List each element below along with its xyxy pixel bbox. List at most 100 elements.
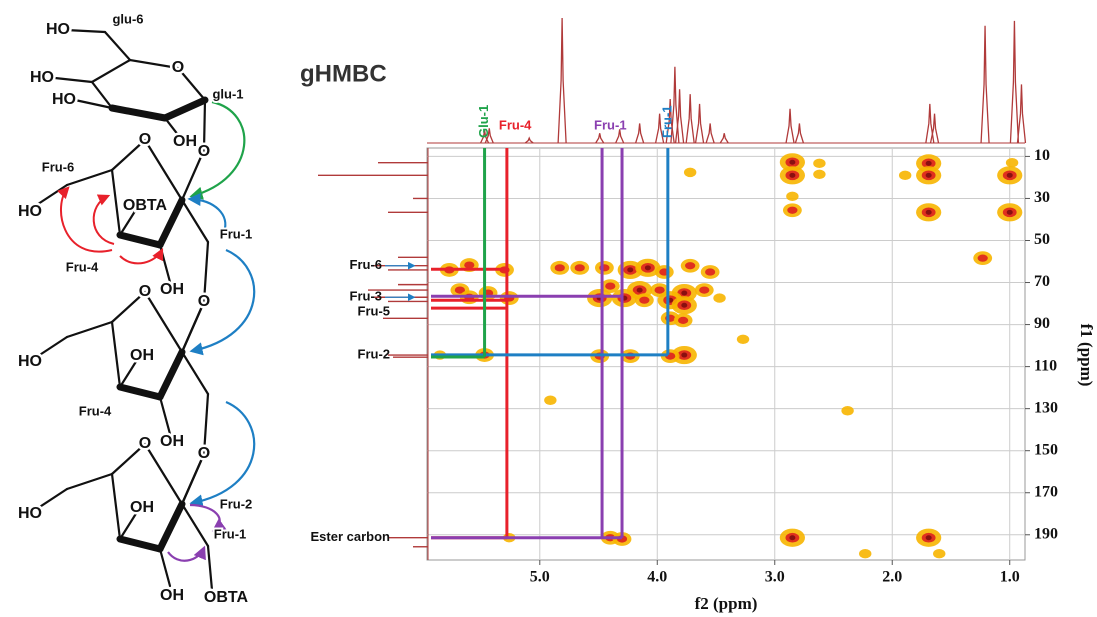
cross-peak-core: [925, 535, 932, 541]
f1-label: Fru-6: [350, 257, 383, 272]
y-tick-label: 170: [1034, 483, 1058, 500]
arc: [92, 194, 115, 245]
projection-peak: [484, 128, 494, 144]
atom: O: [198, 143, 210, 160]
bond: [53, 76, 94, 84]
cross-peak: [898, 170, 912, 181]
bond: [202, 98, 207, 152]
projection-peak: [719, 133, 729, 144]
cross-peak-core: [464, 261, 475, 269]
atom: OH: [130, 499, 154, 516]
cross-peak-core: [789, 535, 796, 541]
y-tick-label: 10: [1034, 147, 1050, 164]
projection-peak: [1009, 20, 1020, 144]
arc: [187, 192, 227, 233]
cross-peak-core: [925, 160, 932, 166]
y-axis-label: f1 (ppm): [1077, 324, 1096, 387]
atom: O: [198, 293, 210, 310]
cross-peak-core: [681, 290, 688, 296]
cross-peak-core: [605, 282, 616, 290]
cross-peak: [813, 158, 826, 169]
cross-peak-core: [1006, 209, 1013, 215]
cross-peak-core: [699, 286, 710, 294]
arc: [57, 186, 113, 253]
bond: [163, 116, 184, 142]
atom: OH: [130, 347, 154, 364]
atom-label: Fru-4: [66, 259, 99, 274]
correlation-label: Glu-1: [476, 105, 491, 138]
atom: OBTA: [204, 589, 249, 606]
cross-peak: [813, 169, 826, 179]
arc: [167, 545, 206, 562]
cross-peak-core: [1006, 172, 1013, 178]
cross-peak: [786, 191, 799, 202]
cross-peak-core: [681, 352, 688, 358]
projection-peak: [674, 89, 685, 144]
f1-label: Ester carbon: [311, 529, 391, 544]
f1-label: Fru-3: [350, 289, 383, 304]
x-tick-label: 4.0: [647, 569, 667, 586]
projection-peak: [1016, 84, 1027, 144]
atom: O: [139, 435, 151, 452]
bond: [90, 58, 207, 102]
bond: [73, 98, 114, 110]
bond: [202, 240, 210, 304]
bond: [161, 96, 209, 122]
y-tick-label: 70: [1034, 273, 1050, 290]
cross-peak: [713, 293, 726, 303]
cross-peak-core: [681, 302, 688, 308]
cross-peak-core: [787, 206, 798, 214]
projection-peak: [615, 129, 625, 144]
structure: HO glu-6 HO HO O glu-1 OH O Fru-6 O OBTA…: [16, 9, 256, 609]
cross-peak-core: [678, 316, 689, 324]
y-tick-label: 110: [1034, 357, 1057, 374]
cross-peak-core: [789, 159, 796, 165]
cross-peak-core: [925, 209, 932, 215]
cross-peak-core: [789, 172, 796, 178]
cross-peak-core: [654, 286, 665, 294]
f1-label: Fru-2: [358, 346, 391, 361]
cross-peak-core: [685, 262, 696, 270]
atom: O: [172, 59, 184, 76]
cross-peak: [859, 548, 872, 559]
projection-peak: [524, 136, 534, 144]
y-tick-label: 190: [1034, 525, 1058, 542]
projection-peak: [705, 123, 715, 144]
ring: [32, 292, 208, 434]
projection-peak: [670, 66, 680, 144]
cross-peak: [1005, 158, 1019, 168]
cross-peak-core: [925, 172, 932, 178]
cross-peak: [933, 548, 946, 559]
x-tick-label: 5.0: [530, 569, 550, 586]
atom: HO: [18, 353, 42, 370]
cross-peak-core: [977, 254, 988, 262]
atom-label: Fru-6: [42, 159, 75, 174]
x-tick-label: 2.0: [882, 569, 902, 586]
atom: HO: [30, 69, 54, 86]
arc: [189, 100, 246, 200]
atom: O: [139, 131, 151, 148]
plot-area: [426, 147, 1026, 561]
ring: [32, 444, 208, 586]
x-axis-label: f2 (ppm): [695, 594, 758, 613]
atom: O: [198, 445, 210, 462]
projection-peak: [595, 133, 605, 144]
atom: HO: [18, 203, 42, 220]
cross-peak-core: [644, 265, 651, 271]
y-tick-label: 150: [1034, 441, 1058, 458]
atom-label: Fru-1: [220, 226, 253, 241]
arc: [189, 400, 256, 508]
atom-label: glu-1: [212, 86, 243, 101]
atom: O: [139, 283, 151, 300]
bond: [180, 300, 206, 354]
cross-peak: [544, 395, 557, 405]
arc: [189, 503, 227, 532]
x-tick-label: 1.0: [1000, 569, 1020, 586]
cross-peak-core: [574, 264, 585, 272]
cross-peak: [683, 167, 697, 178]
projection-peak: [685, 94, 695, 144]
atom: OBTA: [123, 197, 168, 214]
atom: OH: [160, 433, 184, 450]
atom: HO: [18, 505, 42, 522]
cross-peak-core: [627, 267, 634, 273]
